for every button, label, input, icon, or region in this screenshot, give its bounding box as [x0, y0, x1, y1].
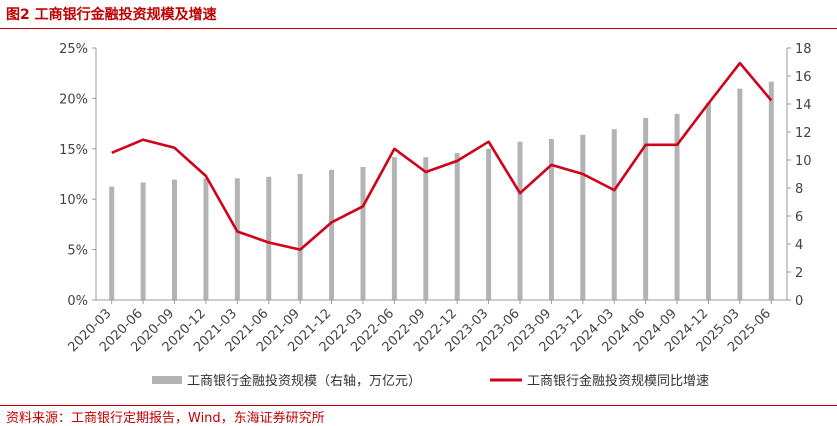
x-axis-ticks: 2020-032020-062020-092020-122021-032021-… — [66, 300, 774, 355]
chart: 0% 5% 10% 15% 20% 25% 0 2 4 6 8 10 12 14 16 18 2020-03… — [59, 42, 812, 389]
bar — [172, 179, 178, 300]
bar — [517, 141, 523, 300]
bar — [611, 129, 617, 300]
bar — [109, 186, 115, 300]
bar — [768, 81, 774, 300]
bar — [486, 148, 492, 300]
title-divider — [0, 28, 837, 29]
source-divider — [0, 405, 837, 406]
line-series — [111, 61, 773, 251]
legend-swatch-bar — [152, 376, 182, 384]
left-tick-label: 10% — [59, 193, 88, 208]
figure-title: 图2 工商银行金融投资规模及增速 — [6, 7, 217, 23]
right-tick-label: 10 — [795, 154, 812, 169]
right-tick-label: 4 — [795, 238, 803, 253]
source-note: 资料来源：工商银行定期报告，Wind，东海证券研究所 — [6, 411, 325, 426]
bar — [580, 134, 586, 300]
bar — [391, 157, 397, 300]
left-tick-label: 25% — [59, 42, 88, 57]
legend: 工商银行金融投资规模（右轴，万亿元） 工商银行金融投资规模同比增速 — [152, 373, 709, 389]
bar — [203, 178, 209, 300]
left-tick-label: 15% — [59, 143, 88, 158]
right-tick-label: 18 — [795, 42, 812, 57]
right-tick-label: 2 — [795, 266, 803, 281]
legend-label-bar: 工商银行金融投资规模（右轴，万亿元） — [187, 373, 421, 389]
bar — [234, 178, 240, 300]
axes — [95, 48, 788, 301]
right-tick-label: 8 — [795, 182, 803, 197]
right-tick-label: 16 — [795, 70, 812, 85]
bar — [548, 139, 554, 300]
left-tick-label: 0% — [67, 294, 88, 309]
right-tick-label: 12 — [795, 126, 812, 141]
bar — [643, 118, 649, 300]
bar — [705, 102, 711, 300]
bar — [266, 176, 272, 300]
legend-label-line: 工商银行金融投资规模同比增速 — [527, 373, 709, 389]
growth-rate-line — [111, 61, 773, 251]
bar — [454, 153, 460, 300]
bar — [737, 88, 743, 300]
bar — [674, 113, 680, 300]
right-tick-label: 14 — [795, 98, 812, 113]
left-axis-ticks: 0% 5% 10% 15% 20% 25% — [59, 42, 96, 309]
bar — [297, 174, 303, 300]
bar — [360, 167, 366, 300]
left-tick-label: 20% — [59, 92, 88, 107]
right-axis-ticks: 0 2 4 6 8 10 12 14 16 18 — [787, 42, 812, 309]
bar — [423, 157, 429, 300]
bar-series — [109, 81, 774, 300]
right-tick-label: 0 — [795, 294, 803, 309]
bar — [140, 182, 146, 300]
left-tick-label: 5% — [67, 244, 88, 259]
bar — [329, 169, 335, 300]
right-tick-label: 6 — [795, 210, 803, 225]
